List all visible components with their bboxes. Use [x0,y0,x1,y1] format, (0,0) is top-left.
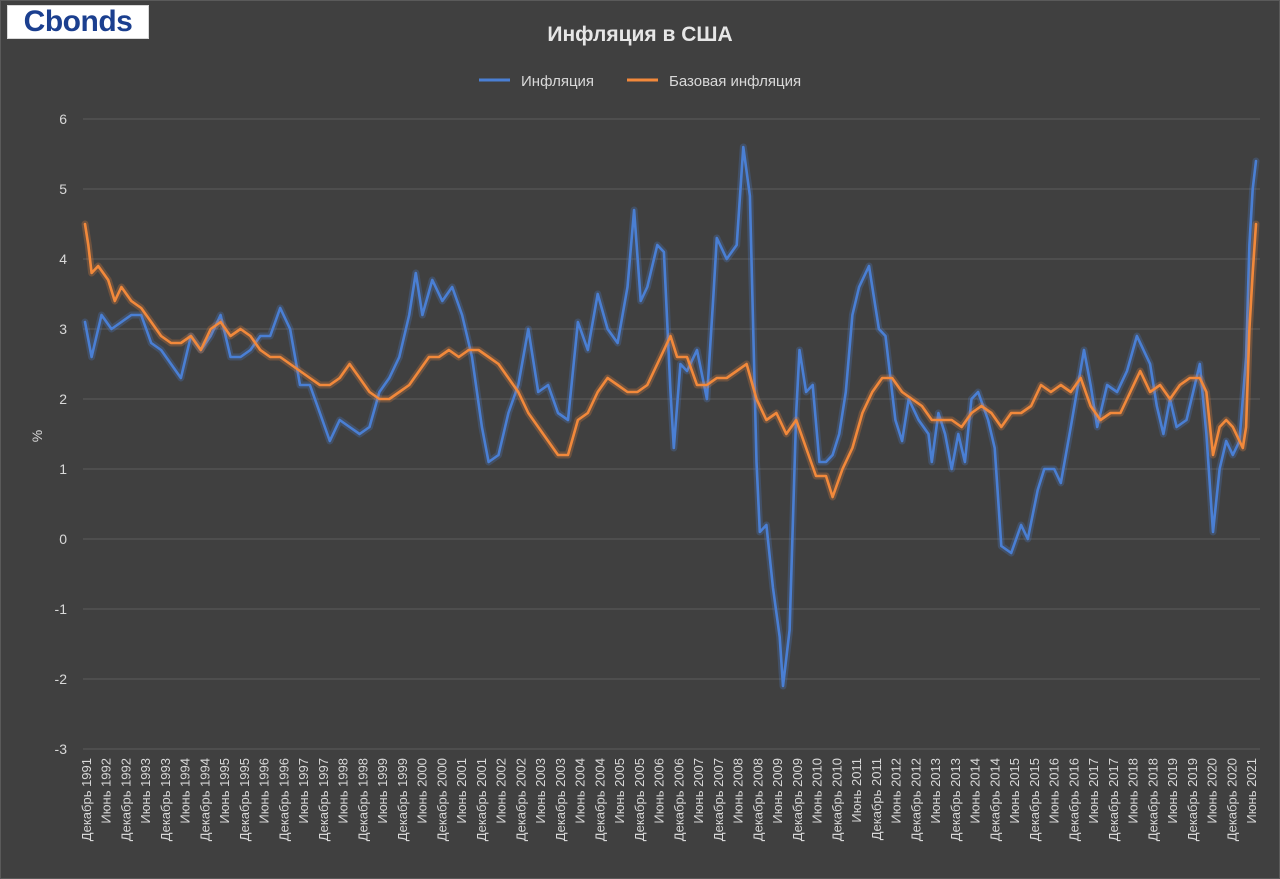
legend-label: Базовая инфляция [669,73,801,90]
x-tick-label: Июнь 1998 [336,758,351,824]
x-tick-label: Декабрь 2020 [1224,758,1239,841]
y-tick-label: -2 [55,671,68,687]
x-tick-label: Декабрь 1995 [237,758,252,841]
x-tick-label: Декабрь 1991 [79,758,94,841]
x-tick-label: Декабрь 1999 [395,758,410,841]
x-tick-label: Июнь 2012 [889,758,904,824]
series-glow [81,143,1260,690]
x-tick-label: Июнь 2019 [1165,758,1180,824]
x-axis-ticks: Декабрь 1991 Июнь 1992 Декабрь 1992 Июнь 19… [79,758,1259,841]
x-tick-label: Июнь 1996 [257,758,272,824]
x-tick-label: Декабрь 1998 [355,758,370,841]
x-tick-label: Декабрь 1993 [158,758,173,841]
y-tick-label: 0 [59,531,67,547]
x-tick-label: Декабрь 1992 [118,758,133,841]
x-tick-label: Июнь 2002 [494,758,509,824]
y-axis-label: % [29,430,45,442]
x-tick-label: Декабрь 2004 [592,758,607,841]
legend-label: Инфляция [521,73,594,90]
x-tick-label: Июнь 2010 [810,758,825,824]
x-tick-label: Июнь 2009 [770,758,785,824]
x-tick-label: Июнь 1999 [375,758,390,824]
y-axis-ticks: -3 -2 -1 0 1 2 3 4 5 6 [55,111,68,757]
x-tick-label: Декабрь 2013 [948,758,963,841]
x-tick-label: Июнь 2016 [1047,758,1062,824]
x-tick-label: Июнь 2008 [731,758,746,824]
x-tick-label: Июнь 1995 [217,758,232,824]
x-tick-label: Декабрь 2008 [750,758,765,841]
y-tick-label: 1 [59,461,67,477]
x-tick-label: Июнь 2003 [533,758,548,824]
x-tick-label: Декабрь 1996 [276,758,291,841]
series-line-core-inflation [83,222,1258,499]
x-tick-label: Декабрь 2002 [513,758,528,841]
x-tick-label: Июнь 2000 [415,758,430,824]
x-tick-label: Июнь 2011 [849,758,864,823]
y-tick-label: 6 [59,111,67,127]
x-tick-label: Июнь 1994 [178,758,193,824]
x-tick-label: Декабрь 2010 [829,758,844,841]
x-tick-label: Декабрь 1997 [316,758,331,841]
chart-series [81,143,1260,690]
x-tick-label: Июнь 2021 [1244,758,1259,824]
x-tick-label: Июнь 1993 [138,758,153,824]
chart-title: Инфляция в США [547,23,732,46]
x-tick-label: Декабрь 2007 [711,758,726,841]
x-tick-label: Декабрь 2009 [790,758,805,841]
x-tick-label: Июнь 2017 [1086,758,1101,824]
x-tick-label: Декабрь 2006 [671,758,686,841]
logo-text: Cbonds [23,5,133,38]
x-tick-label: Декабрь 2019 [1185,758,1200,841]
x-tick-label: Июнь 2007 [691,758,706,824]
y-tick-label: -3 [55,741,68,757]
y-tick-label: -1 [55,601,68,617]
y-tick-label: 4 [59,251,67,267]
series-line-inflation [83,145,1258,688]
x-tick-label: Декабрь 2014 [987,758,1002,841]
y-tick-label: 2 [59,391,67,407]
x-tick-label: Декабрь 2000 [434,758,449,841]
x-tick-label: Декабрь 2012 [908,758,923,841]
x-tick-label: Июнь 2015 [1007,758,1022,824]
x-tick-label: Июнь 1997 [296,758,311,824]
x-tick-label: Июнь 2005 [612,758,627,824]
x-tick-label: Декабрь 2003 [553,758,568,841]
x-tick-label: Июнь 2006 [652,758,667,824]
x-tick-label: Декабрь 2018 [1145,758,1160,841]
x-tick-label: Декабрь 2016 [1066,758,1081,841]
y-tick-label: 3 [59,321,67,337]
chart-grid [83,118,1260,750]
x-tick-label: Декабрь 1994 [197,758,212,841]
x-tick-label: Июнь 2013 [928,758,943,824]
x-tick-label: Декабрь 2015 [1027,758,1042,841]
x-tick-label: Декабрь 2005 [632,758,647,841]
chart-legend: Инфляция Базовая инфляция [479,73,801,90]
x-tick-label: Июнь 2014 [968,758,983,824]
x-tick-label: Июнь 2001 [454,758,469,824]
cbonds-logo: Cbonds [7,5,149,39]
x-tick-label: Декабрь 2001 [474,758,489,841]
x-tick-label: Июнь 2020 [1205,758,1220,824]
x-tick-label: Декабрь 2011 [869,758,884,840]
x-tick-label: Июнь 2004 [573,758,588,824]
x-tick-label: Июнь 1992 [99,758,114,824]
y-tick-label: 5 [59,181,67,197]
x-tick-label: Июнь 2018 [1126,758,1141,824]
x-tick-label: Декабрь 2017 [1106,758,1121,841]
